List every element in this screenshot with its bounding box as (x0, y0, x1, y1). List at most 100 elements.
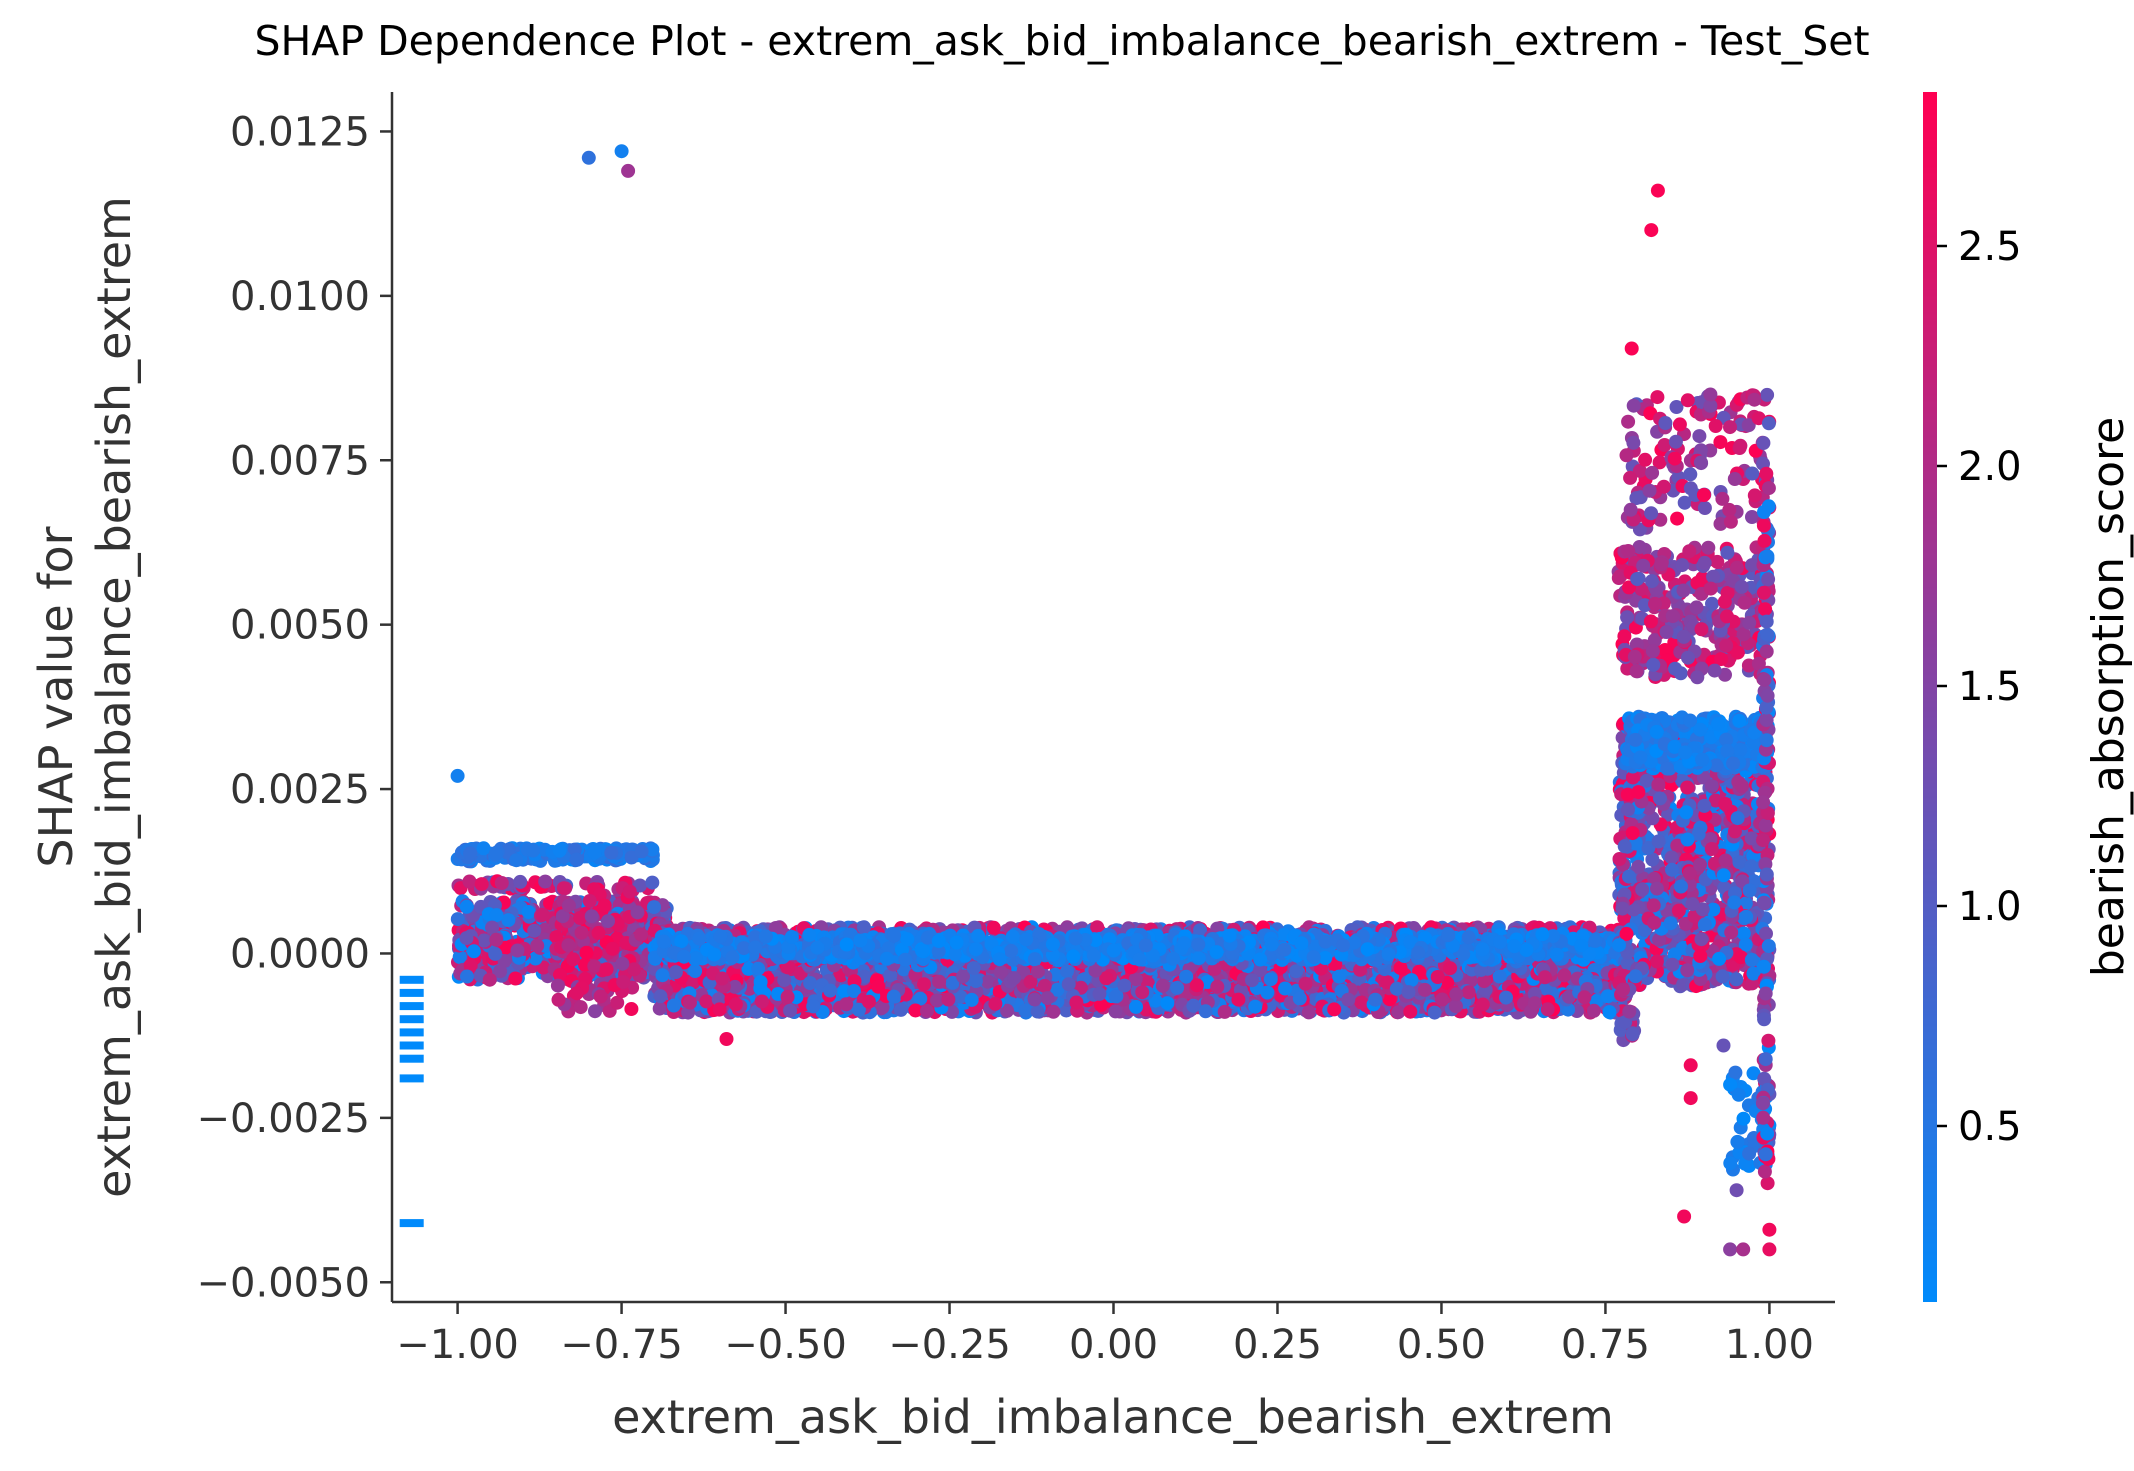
data-point (551, 992, 566, 1007)
data-point (1018, 1003, 1033, 1018)
data-point (493, 964, 508, 979)
data-point (463, 846, 478, 861)
data-point (501, 913, 516, 928)
data-point (460, 969, 474, 984)
data-point (573, 1000, 588, 1015)
data-point (509, 853, 524, 868)
data-point (450, 912, 465, 927)
data-point (893, 1002, 908, 1017)
data-point (489, 932, 504, 947)
data-point (1135, 985, 1150, 1000)
data-point (647, 900, 661, 915)
data-point (459, 931, 474, 946)
data-point (1477, 974, 1492, 989)
data-point (488, 946, 503, 961)
data-point (526, 843, 541, 858)
data-point (599, 962, 614, 977)
data-point (1129, 999, 1143, 1014)
data-point (569, 986, 584, 1001)
data-point (587, 845, 602, 860)
data-point (528, 951, 543, 966)
data-point (615, 956, 630, 971)
data-point (622, 884, 637, 899)
data-point (616, 975, 631, 989)
data-point (777, 973, 792, 988)
data-point (561, 898, 576, 913)
data-point (474, 877, 489, 892)
data-point (579, 945, 594, 960)
data-point (538, 922, 553, 937)
data-point (981, 974, 996, 989)
data-point (645, 842, 660, 857)
data-point (591, 925, 606, 940)
data-point (630, 905, 645, 920)
data-point (875, 1000, 890, 1015)
data-point (513, 874, 528, 889)
data-point (945, 1004, 959, 1019)
data-point (466, 944, 481, 959)
data-point (1492, 969, 1507, 984)
data-point (1443, 961, 1458, 976)
data-point (1354, 995, 1369, 1010)
data-point (1602, 1005, 1617, 1020)
data-point (561, 938, 576, 953)
chart-title: SHAP Dependence Plot - extrem_ask_bid_im… (254, 17, 1869, 65)
data-point (699, 994, 714, 1009)
data-point (553, 968, 567, 982)
data-point (485, 920, 500, 935)
data-point (530, 938, 545, 953)
data-point (632, 878, 647, 893)
data-point (566, 952, 581, 967)
data-point (569, 852, 584, 867)
data-point (1391, 1005, 1406, 1020)
data-point (1435, 992, 1450, 1007)
data-point (584, 909, 599, 924)
data-point (494, 876, 509, 890)
data-point (476, 841, 491, 856)
data-point (510, 943, 525, 958)
data-point (588, 1004, 602, 1019)
data-point (1263, 972, 1278, 987)
data-point (1393, 960, 1408, 975)
data-point (686, 975, 701, 990)
data-point (1427, 1005, 1442, 1020)
data-point (459, 899, 474, 914)
data-point (1108, 989, 1123, 1004)
data-point (846, 984, 861, 998)
data-point (593, 989, 608, 1004)
data-point (552, 843, 567, 858)
data-point (587, 959, 602, 974)
data-point (482, 972, 497, 987)
data-point (521, 905, 536, 919)
data-point (498, 940, 513, 955)
data-point (597, 898, 612, 913)
data-point (582, 894, 597, 908)
data-point (452, 950, 467, 964)
data-point (604, 845, 619, 860)
data-point (988, 996, 1003, 1011)
data-point (1301, 1005, 1316, 1020)
data-point (574, 925, 589, 940)
data-point (1463, 973, 1478, 988)
data-point (1050, 982, 1065, 997)
data-point (463, 958, 478, 973)
data-point (556, 881, 571, 896)
data-point (488, 847, 503, 861)
data-point (1539, 981, 1554, 996)
data-point (803, 976, 818, 990)
data-point (1059, 1003, 1074, 1018)
data-point (1128, 972, 1143, 986)
data-point (1217, 1004, 1232, 1019)
data-point (610, 995, 625, 1010)
data-point (634, 927, 649, 942)
data-point (883, 968, 898, 983)
data-point (645, 875, 660, 890)
data-point (605, 941, 620, 956)
data-point (1060, 964, 1074, 979)
data-point (550, 978, 565, 993)
data-point (1600, 989, 1615, 1004)
data-point (1292, 991, 1307, 1006)
data-point (1586, 1003, 1601, 1018)
data-point (527, 923, 542, 938)
